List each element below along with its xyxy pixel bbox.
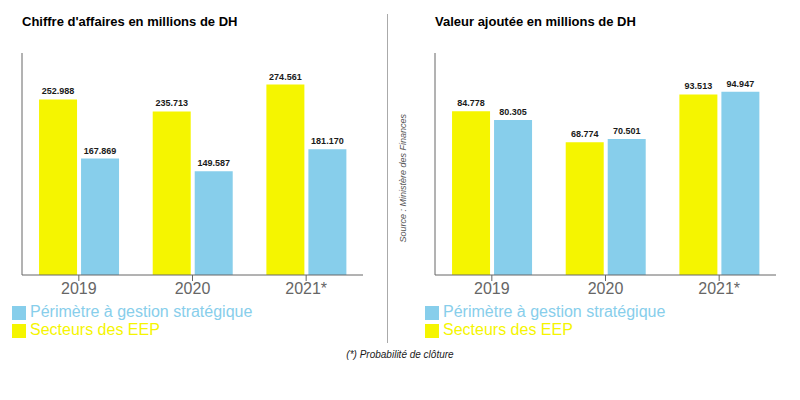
svg-text:235.713: 235.713	[155, 98, 188, 108]
svg-text:2021*: 2021*	[698, 280, 740, 297]
html-text:Secteurs des EEP: Secteurs des EEP	[30, 321, 160, 338]
html-text:(*) Probabilité de clôture: (*) Probabilité de clôture	[346, 349, 454, 360]
svg-text:84.778: 84.778	[457, 98, 485, 108]
svg-text:274.561: 274.561	[269, 72, 302, 82]
svg-text:2019: 2019	[61, 280, 97, 297]
svg-text:68.774: 68.774	[571, 129, 599, 139]
svg-text:70.501: 70.501	[613, 126, 641, 136]
svg-text:80.305: 80.305	[499, 107, 527, 117]
svg-text:2020: 2020	[175, 280, 211, 297]
svg-text:167.869: 167.869	[84, 146, 117, 156]
svg-text:149.587: 149.587	[197, 158, 230, 168]
svg-text:181.170: 181.170	[311, 136, 344, 146]
html-text:Périmètre à gestion stratégiqu: Périmètre à gestion stratégique	[443, 303, 666, 320]
html-text:Secteurs des EEP: Secteurs des EEP	[443, 321, 573, 338]
svg-text:2019: 2019	[474, 280, 510, 297]
svg-text:2021*: 2021*	[285, 280, 327, 297]
html-text:Source : Ministère des Finance: Source : Ministère des Finances	[398, 114, 408, 243]
svg-text:93.513: 93.513	[685, 81, 713, 91]
svg-text:2020: 2020	[588, 280, 624, 297]
svg-text:94.947: 94.947	[727, 79, 755, 89]
html-text:Valeur ajoutée en millions de: Valeur ajoutée en millions de DH	[435, 14, 636, 29]
html-text:Périmètre à gestion stratégiqu: Périmètre à gestion stratégique	[30, 303, 253, 320]
html-text:Chiffre d'affaires en millions: Chiffre d'affaires en millions de DH	[22, 14, 238, 29]
svg-text:252.988: 252.988	[42, 86, 75, 96]
